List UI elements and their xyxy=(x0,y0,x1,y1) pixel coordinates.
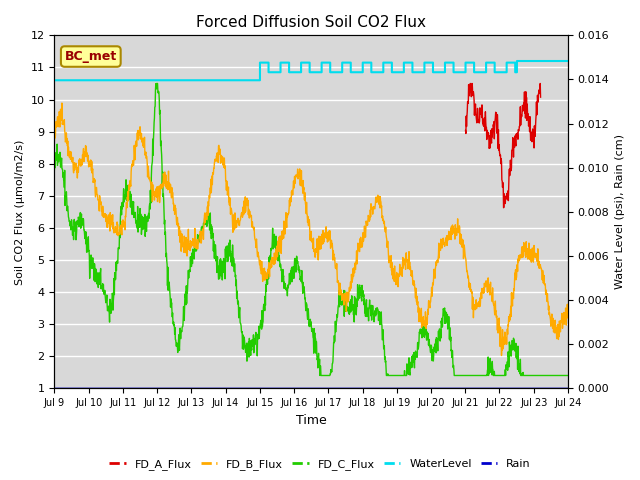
Title: Forced Diffusion Soil CO2 Flux: Forced Diffusion Soil CO2 Flux xyxy=(196,15,426,30)
Text: BC_met: BC_met xyxy=(65,50,117,63)
Y-axis label: Water Level (psi), Rain (cm): Water Level (psi), Rain (cm) xyxy=(615,134,625,289)
X-axis label: Time: Time xyxy=(296,414,326,427)
Y-axis label: Soil CO2 Flux (μmol/m2/s): Soil CO2 Flux (μmol/m2/s) xyxy=(15,139,25,285)
Legend: FD_A_Flux, FD_B_Flux, FD_C_Flux, WaterLevel, Rain: FD_A_Flux, FD_B_Flux, FD_C_Flux, WaterLe… xyxy=(105,455,535,474)
